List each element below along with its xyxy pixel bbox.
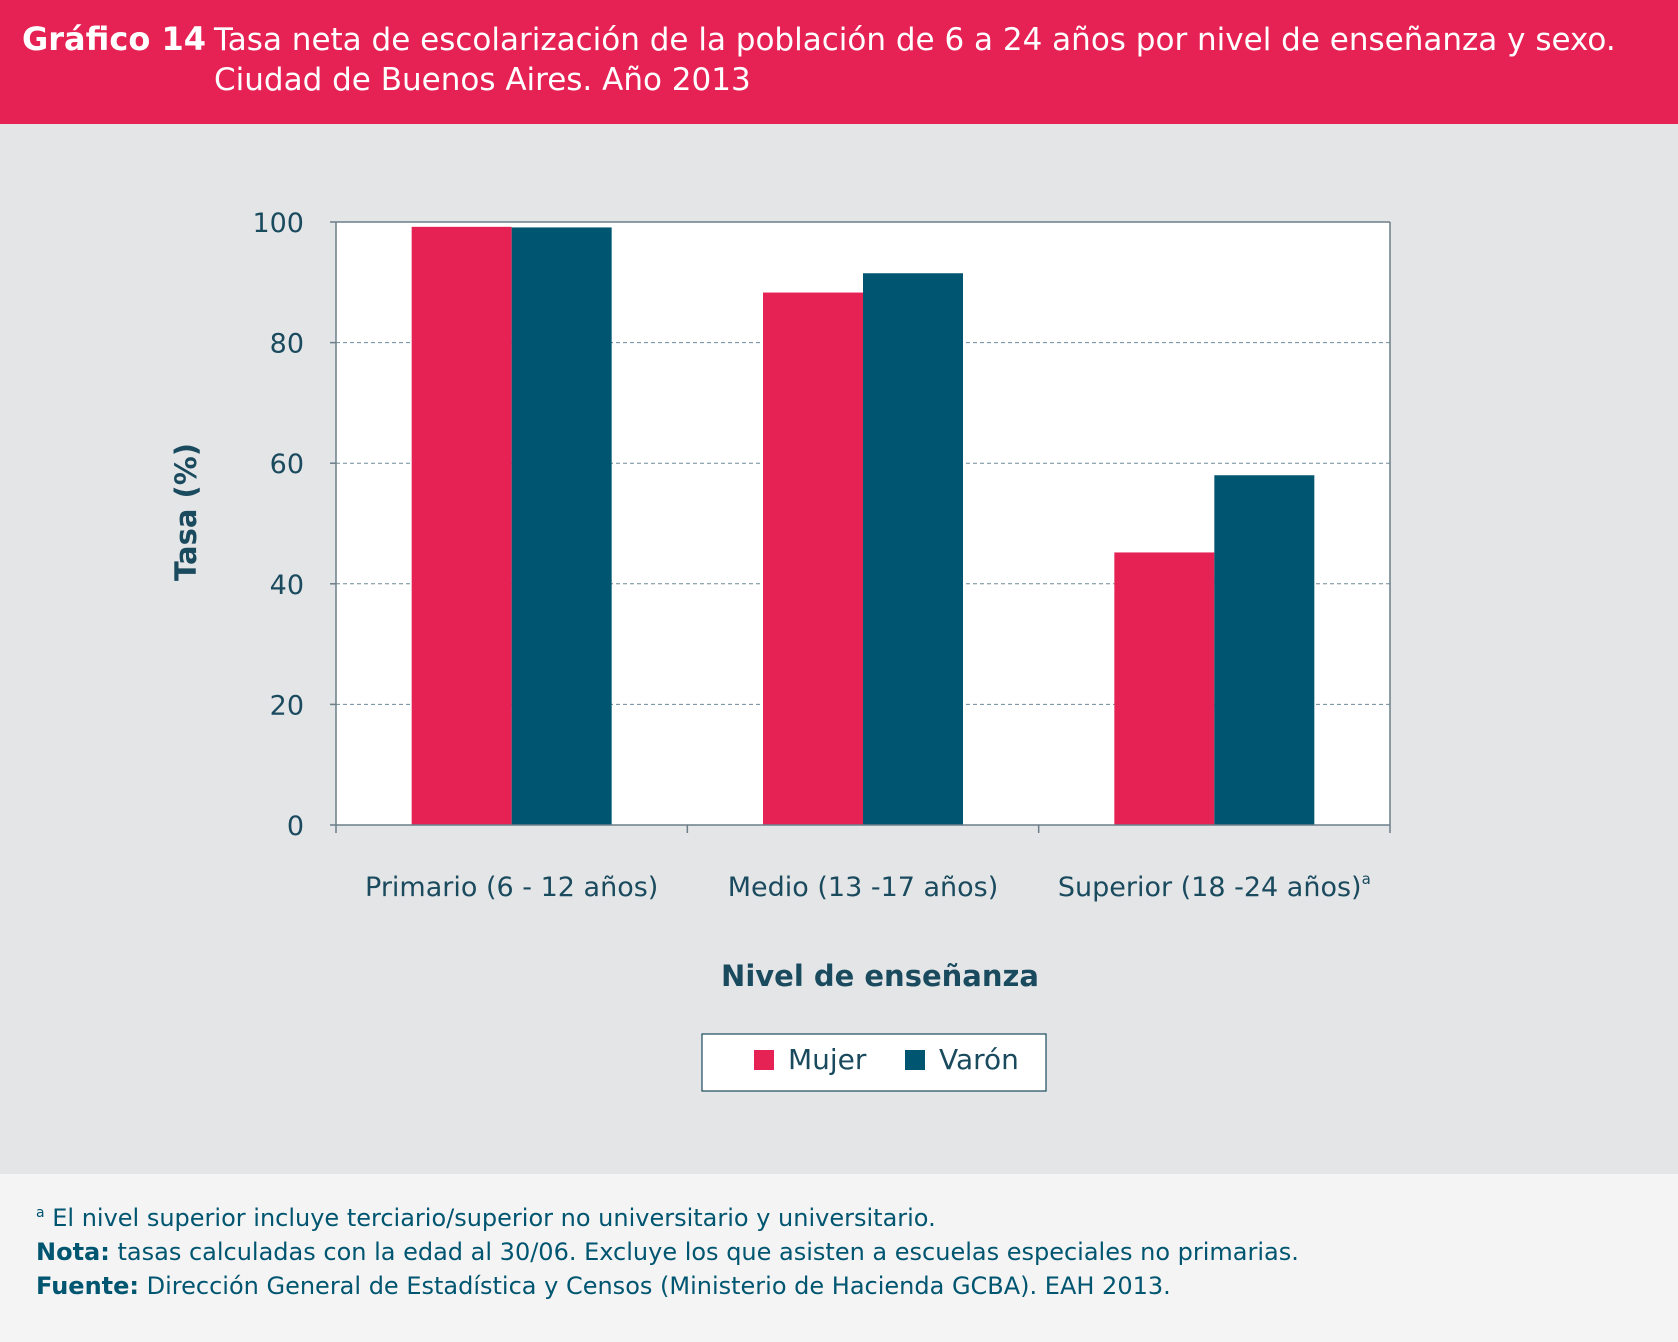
- x-ticks: Primario (6 - 12 años) Medio (13 -17 años…: [335, 825, 1391, 903]
- chart-notes: a El nivel superior incluye terciario/su…: [0, 1174, 1678, 1342]
- bar-chart: 0 20 40 60 80 100 Primario (6 - 12 años) Medio…: [169, 208, 1391, 1092]
- y-axis-title: Tasa (%): [169, 443, 203, 581]
- y-tick-label-60: 60: [270, 449, 304, 480]
- bar-var-n-0: [511, 227, 612, 825]
- x-tick-label-1: Medio (13 -17 años): [728, 872, 999, 903]
- nota: Nota: tasas calculadas con la edad al 30…: [36, 1238, 1299, 1266]
- bar-mujer-0: [411, 226, 512, 826]
- legend-swatch-varon: [905, 1050, 925, 1070]
- x-axis-title: Nivel de enseñanza: [721, 959, 1039, 993]
- bar-mujer-1: [763, 292, 863, 825]
- chart-title: Tasa neta de escolarización de la poblac…: [214, 20, 1616, 100]
- chart-title-line1: Tasa neta de escolarización de la poblac…: [214, 22, 1616, 58]
- y-tick-label-20: 20: [270, 690, 304, 721]
- legend: Mujer Varón: [701, 1033, 1047, 1092]
- y-tick-label-100: 100: [252, 208, 304, 239]
- chart-number: Gráfico 14: [22, 20, 206, 58]
- x-tick-label-superscript-2: a: [1362, 870, 1371, 888]
- legend-label-varon: Varón: [939, 1043, 1019, 1076]
- nota-text: tasas calculadas con la edad al 30/06. E…: [117, 1238, 1299, 1266]
- legend-box: [701, 1033, 1047, 1092]
- x-tick-label-2: Superior (18 -24 años)a: [1058, 870, 1371, 903]
- fuente-label: Fuente:: [36, 1272, 139, 1300]
- chart-title-line2: Ciudad de Buenos Aires. Año 2013: [214, 62, 751, 98]
- fuente: Fuente: Dirección General de Estadística…: [36, 1272, 1171, 1300]
- chart-header: Gráfico 14 Tasa neta de escolarización d…: [0, 0, 1678, 124]
- bar-var-n-1: [863, 273, 963, 825]
- fuente-text: Dirección General de Estadística y Censo…: [146, 1272, 1171, 1300]
- footnote: a El nivel superior incluye terciario/su…: [36, 1204, 936, 1232]
- bar-mujer-2: [1114, 552, 1215, 825]
- bar-var-n-2: [1214, 475, 1315, 825]
- x-tick-label-0: Primario (6 - 12 años): [365, 872, 658, 903]
- legend-label-mujer: Mujer: [788, 1043, 867, 1076]
- y-tick-label-80: 80: [270, 329, 304, 360]
- footnote-text: El nivel superior incluye terciario/supe…: [52, 1204, 936, 1232]
- y-ticks: 0 20 40 60 80 100: [252, 208, 336, 842]
- footnote-mark: a: [36, 1205, 45, 1221]
- y-tick-label-40: 40: [270, 570, 304, 601]
- bars: [411, 226, 1315, 826]
- y-tick-label-0: 0: [287, 811, 304, 842]
- legend-swatch-mujer: [754, 1050, 774, 1070]
- nota-label: Nota:: [36, 1238, 110, 1266]
